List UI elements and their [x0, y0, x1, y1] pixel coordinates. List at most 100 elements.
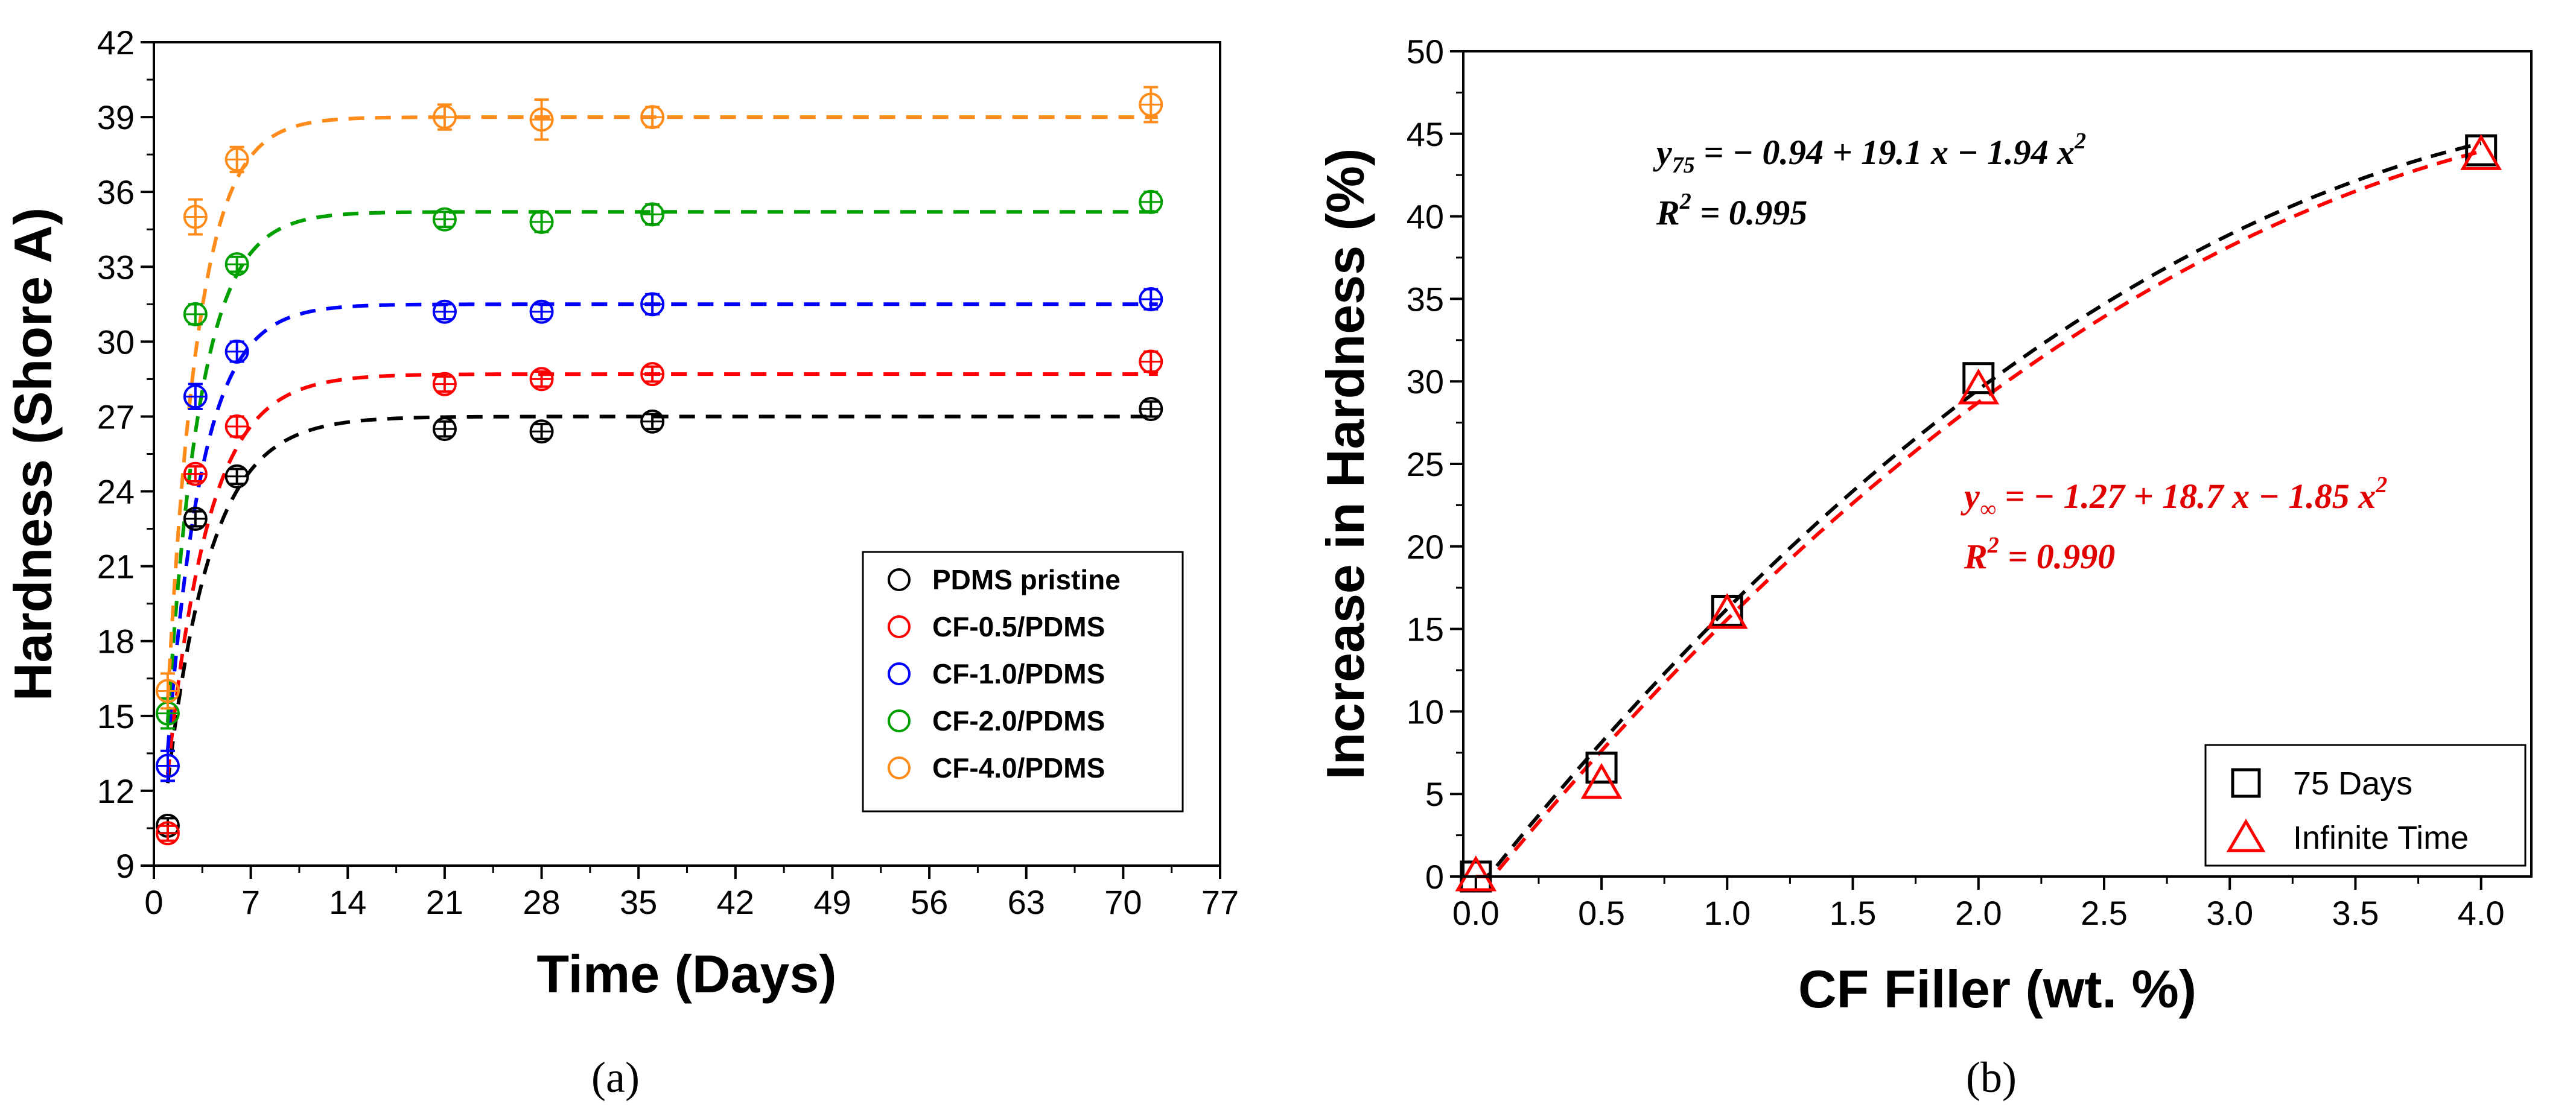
chart-a-legend-label: CF-2.0/PDMS: [932, 705, 1105, 737]
chart-a-y-tick-label: 33: [97, 248, 135, 286]
chart-a-data-point: [432, 105, 457, 130]
chart-a-x-tick-label: 0: [144, 883, 163, 921]
chart-b-x-tick-label: 1.5: [1830, 894, 1877, 932]
chart-b-x-tick-label: 2.5: [2081, 894, 2128, 932]
r-squared-infinite-time: R2 = 0.990: [1964, 533, 2115, 576]
chart-a-data-point: [155, 679, 180, 703]
chart-a-y-tick-label: 15: [97, 697, 135, 735]
chart-a-y-tick-label: 18: [97, 623, 135, 661]
chart-b-y-tick-label: 20: [1407, 528, 1444, 566]
chart-a-legend-label: CF-1.0/PDMS: [932, 658, 1105, 689]
chart-a-data-point: [155, 821, 180, 846]
chart-a-data-point: [529, 367, 554, 391]
chart-b-legend-label: Infinite Time: [2293, 820, 2469, 856]
chart-a-data-point: [529, 209, 554, 234]
fit-equation-75-days: y75 = − 0.94 + 19.1 x − 1.94 x2: [1653, 128, 2086, 178]
chart-a-data-point: [640, 362, 665, 387]
fit-equation-infinite-time: y∞ = − 1.27 + 18.7 x − 1.85 x2: [1961, 472, 2387, 522]
chart-a-data-point: [224, 464, 249, 489]
chart-a-data-point: [1139, 189, 1163, 214]
chart-a-data-point: [1139, 287, 1163, 312]
chart-b-y-tick-label: 35: [1407, 280, 1444, 318]
chart-a-y-tick-label: 24: [97, 473, 135, 511]
chart-a-y-tick-label: 42: [97, 24, 135, 62]
chart-a-fit-line: [165, 302, 1158, 751]
chart-a-frame: [153, 41, 1221, 867]
chart-b-legend: 75 Days Infinite Time: [2204, 744, 2527, 867]
chart-a-data-point: [183, 204, 208, 229]
chart-b-fit-line: [1475, 141, 2482, 878]
chart-a-x-tick-label: 63: [1008, 883, 1045, 921]
chart-a: 0 7 14 21 28 35 42 49 56 63 70 77 9 12 15 18 21 24 27 30 33 3…: [3, 24, 1239, 1102]
chart-a-y-axis-title: Hardness (Shore A): [3, 208, 63, 701]
chart-b-legend-label: 75 Days: [2293, 766, 2412, 802]
chart-a-legend: PDMS pristine CF-0.5/PDMS CF-1.0/PDMS CF-2.…: [862, 551, 1184, 813]
chart-a-y-tick-label: 9: [116, 847, 135, 885]
chart-a-data-point: [1139, 92, 1163, 117]
chart-b-x-tick-label: 1.0: [1703, 894, 1751, 932]
chart-b: 0.0 0.5 1.0 1.5 2.0 2.5 3.0 3.5 4.0 0 5 10 15 20 25 30 3…: [1315, 33, 2533, 1102]
chart-b-y-axis-title: Increase in Hardness (%): [1315, 148, 1375, 780]
chart-a-x-tick-label: 77: [1201, 883, 1239, 921]
chart-a-data-point: [640, 292, 665, 317]
chart-b-y-tick-label: 10: [1407, 693, 1444, 731]
chart-b-x-tick-label: 3.0: [2206, 894, 2253, 932]
chart-a-data-point: [432, 207, 457, 232]
chart-a-data-point: [529, 419, 554, 444]
chart-a-y-tick-label: 12: [97, 772, 135, 810]
chart-a-legend-label: PDMS pristine: [932, 564, 1121, 595]
r-squared-75-days: R2 = 0.995: [1656, 189, 1807, 232]
chart-a-legend-marker: [888, 568, 911, 591]
chart-a-data-point: [224, 339, 249, 364]
chart-b-x-tick-label: 3.5: [2332, 894, 2379, 932]
chart-b-y-tick-label: 5: [1425, 775, 1444, 813]
chart-a-data-point: [183, 302, 208, 326]
chart-a-x-axis-title: Time (Days): [536, 944, 836, 1004]
chart-a-legend-marker: [888, 662, 911, 685]
chart-a-fit-line: [165, 372, 1158, 775]
chart-b-x-tick-label: 2.0: [1955, 894, 2002, 932]
chart-b-x-tick-label: 0.5: [1578, 894, 1625, 932]
chart-b-y-tick-label: 30: [1407, 363, 1444, 401]
chart-a-data-point: [1139, 349, 1163, 374]
chart-b-data-point-triangle: [1580, 762, 1623, 799]
chart-a-x-tick-label: 42: [717, 883, 754, 921]
chart-a-data-point: [640, 409, 665, 434]
chart-a-data-point: [224, 147, 249, 172]
chart-b-y-tick-label: 25: [1407, 445, 1444, 483]
chart-a-data-point: [183, 461, 208, 486]
chart-a-legend-marker: [888, 615, 911, 638]
chart-b-y-tick-label: 45: [1407, 115, 1444, 153]
chart-a-data-point: [529, 107, 554, 132]
chart-a-x-tick-label: 14: [329, 883, 366, 921]
chart-b-x-axis-title: CF Filler (wt. %): [1798, 959, 2196, 1019]
chart-b-y-tick-label: 50: [1407, 33, 1444, 71]
chart-a-y-tick-label: 30: [97, 323, 135, 361]
chart-b-data-point-triangle: [1455, 855, 1497, 892]
chart-a-x-tick-label: 70: [1104, 883, 1142, 921]
chart-b-legend-marker: [2226, 819, 2266, 852]
chart-b-data-point-triangle: [1957, 368, 2000, 405]
chart-a-x-tick-label: 49: [813, 883, 851, 921]
chart-a-data-point: [529, 299, 554, 324]
chart-a-data-point: [432, 372, 457, 396]
chart-a-x-tick-label: 35: [620, 883, 657, 921]
caption-b: (b): [1966, 1053, 2017, 1102]
chart-a-data-point: [224, 414, 249, 439]
chart-a-y-tick-label: 21: [97, 548, 135, 586]
chart-b-x-tick-label: 4.0: [2458, 894, 2505, 932]
chart-a-y-tick-label: 36: [97, 173, 135, 211]
chart-a-data-point: [640, 105, 665, 130]
chart-a-data-point: [224, 252, 249, 277]
chart-b-data-point-triangle: [2460, 134, 2502, 170]
chart-b-data-point-square: [1962, 362, 1995, 395]
chart-a-legend-label: CF-0.5/PDMS: [932, 611, 1105, 642]
chart-a-data-point: [432, 417, 457, 442]
chart-a-data-point: [640, 202, 665, 227]
chart-a-y-tick-label: 39: [97, 98, 135, 136]
chart-a-x-tick-label: 7: [241, 883, 260, 921]
chart-a-fit-line: [165, 115, 1158, 701]
chart-a-x-tick-label: 28: [523, 883, 560, 921]
chart-a-data-point: [183, 507, 208, 531]
